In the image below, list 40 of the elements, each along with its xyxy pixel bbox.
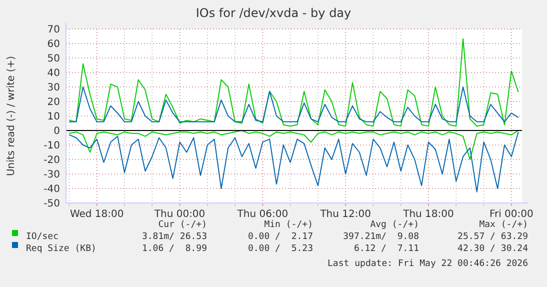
y-tick-label: -50: [44, 198, 60, 210]
y-tick-label: -20: [44, 155, 60, 166]
line-series: [68, 86, 519, 122]
text: 42.30 / 30.24: [458, 244, 528, 254]
y-tick-label: 70: [47, 24, 60, 36]
y-tick-label: 50: [47, 54, 60, 64]
text: 6.12 / 7.11: [354, 244, 419, 254]
text: 25.57 / 63.29: [458, 232, 528, 242]
y-tick-label: 20: [47, 97, 60, 108]
x-tick-label: Thu 18:00: [402, 209, 454, 220]
x-tick-label: Thu 12:00: [319, 209, 371, 220]
y-tick-label: 60: [47, 39, 60, 50]
legend-label: IO/sec: [26, 232, 59, 242]
text: 0.00 / 2.17: [248, 232, 313, 242]
y-tick-label: 30: [47, 82, 60, 94]
legend-label: Req Size (KB): [26, 244, 96, 254]
text: Avg (-/+): [370, 220, 419, 230]
line-series: [68, 38, 519, 127]
y-tick-label: 0: [54, 126, 60, 137]
text: 3.81m/ 26.53: [142, 232, 207, 242]
y-tick-label: 40: [47, 68, 60, 79]
line-series: [68, 131, 519, 192]
x-tick-label: Wed 18:00: [70, 209, 124, 220]
text: Cur (-/+): [158, 220, 207, 230]
text: Min (-/+): [264, 220, 313, 230]
text: 0.00 / 5.23: [248, 244, 313, 254]
y-tick-label: -30: [44, 170, 60, 180]
text: Max (-/+): [479, 220, 528, 230]
line-series: [68, 130, 519, 160]
text: 397.21m/ 9.08: [343, 232, 419, 242]
chart-title: IOs for /dev/xvda - by day: [196, 6, 352, 20]
text: Last update: Fri May 22 00:46:26 2026: [328, 259, 528, 269]
x-tick-label: Fri 00:00: [489, 209, 534, 220]
x-tick-label: Thu 06:00: [236, 209, 288, 220]
y-tick-label: -40: [44, 184, 60, 195]
y-tick-label: 10: [47, 112, 60, 122]
text: 1.06 / 8.99: [142, 244, 207, 254]
y-axis-title: Units read (-) / write (+): [6, 56, 17, 176]
x-tick-label: Thu 00:00: [153, 209, 206, 220]
y-tick-label: -10: [44, 140, 60, 152]
